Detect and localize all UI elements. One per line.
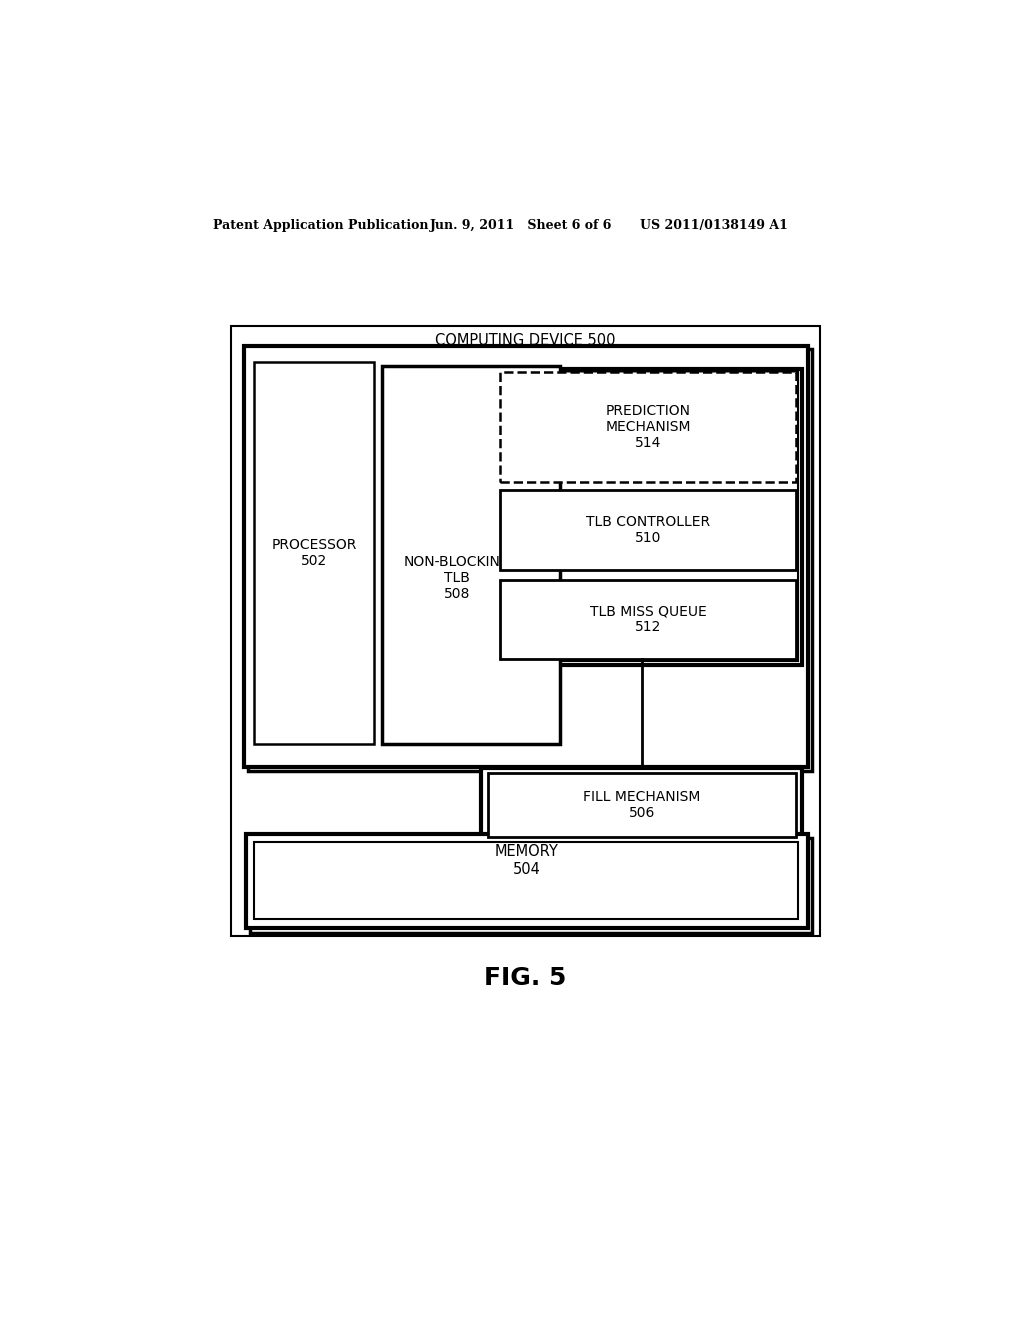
Text: Jun. 9, 2011   Sheet 6 of 6: Jun. 9, 2011 Sheet 6 of 6 — [430, 219, 612, 232]
Text: FIG. 5: FIG. 5 — [483, 966, 566, 990]
Text: PREDICTION
MECHANISM
514: PREDICTION MECHANISM 514 — [605, 404, 691, 450]
Bar — [246, 834, 808, 928]
Bar — [487, 774, 796, 837]
Bar — [500, 579, 796, 659]
Text: PROCESSOR
502: PROCESSOR 502 — [271, 539, 357, 568]
Bar — [231, 326, 820, 936]
Text: Patent Application Publication: Patent Application Publication — [213, 219, 429, 232]
Text: MEMORY
504: MEMORY 504 — [495, 845, 559, 876]
Bar — [245, 346, 809, 767]
Text: TLB MISS QUEUE
512: TLB MISS QUEUE 512 — [590, 605, 707, 635]
Text: NON-BLOCKING
TLB
508: NON-BLOCKING TLB 508 — [403, 554, 511, 601]
Bar — [248, 350, 812, 771]
Text: US 2011/0138149 A1: US 2011/0138149 A1 — [640, 219, 787, 232]
Text: TLB CONTROLLER
510: TLB CONTROLLER 510 — [586, 515, 710, 545]
Bar — [500, 372, 796, 482]
Bar — [382, 367, 560, 743]
Bar — [254, 842, 799, 919]
Bar — [254, 363, 375, 743]
Bar — [500, 490, 796, 570]
Bar — [498, 372, 799, 661]
Bar — [481, 768, 802, 841]
Text: COMPUTING DEVICE 500: COMPUTING DEVICE 500 — [435, 333, 615, 347]
Bar — [251, 838, 812, 933]
Bar — [494, 368, 802, 665]
Text: FILL MECHANISM
506: FILL MECHANISM 506 — [583, 789, 700, 820]
